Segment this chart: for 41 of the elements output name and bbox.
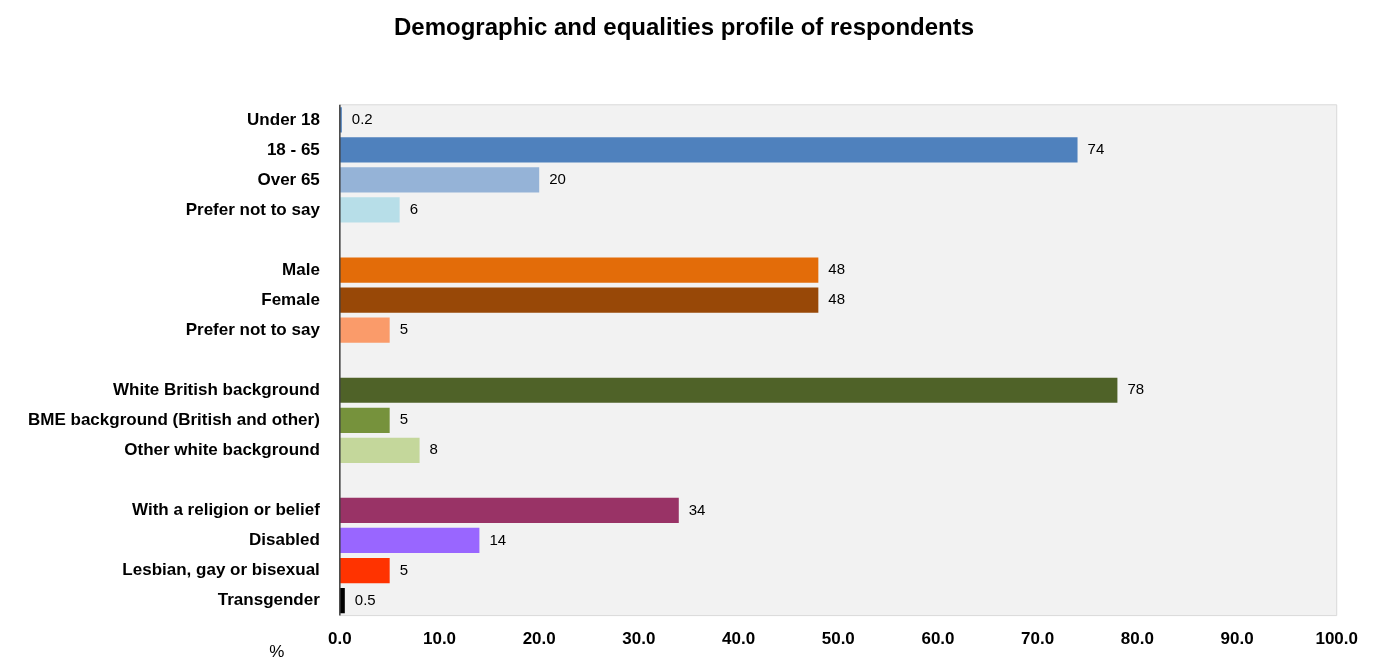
x-tick-label: 10.0 xyxy=(422,629,457,649)
y-tick-label: Over 65 xyxy=(257,169,320,189)
x-axis-title: % xyxy=(269,641,285,661)
x-tick-label: 30.0 xyxy=(622,629,656,649)
x-tick-label: 100.0 xyxy=(1315,629,1358,649)
y-tick-label: Lesbian, gay or bisexual xyxy=(122,560,320,580)
x-tick-label: 90.0 xyxy=(1220,629,1254,649)
y-tick-label: 18 - 65 xyxy=(266,139,320,159)
data-label: 48 xyxy=(828,290,846,308)
y-tick-label: Other white background xyxy=(124,440,320,460)
y-tick-label: Prefer not to say xyxy=(185,199,321,219)
x-tick-label: 70.0 xyxy=(1021,629,1055,649)
x-tick-label: 20.0 xyxy=(522,629,556,649)
data-label: 5 xyxy=(399,560,409,578)
data-label: 78 xyxy=(1127,380,1145,398)
data-label: 8 xyxy=(429,440,438,458)
y-tick-label: Under 18 xyxy=(247,109,320,129)
data-label: 14 xyxy=(489,530,507,548)
y-tick-label: Transgender xyxy=(217,590,321,610)
data-label: 0.5 xyxy=(354,590,376,608)
data-label: 6 xyxy=(409,200,418,218)
x-tick-label: 50.0 xyxy=(821,629,855,649)
x-tick-label: 0.0 xyxy=(328,629,352,649)
y-tick-label: White British background xyxy=(113,379,320,399)
x-tick-label: 60.0 xyxy=(921,629,955,649)
data-label: 20 xyxy=(549,170,566,188)
y-tick-label: Disabled xyxy=(248,530,320,550)
y-tick-label: Prefer not to say xyxy=(185,319,321,339)
data-label: 34 xyxy=(688,500,706,518)
y-tick-label: Male xyxy=(282,259,320,279)
x-tick-label: 80.0 xyxy=(1120,629,1154,649)
y-tick-label: Female xyxy=(261,289,320,309)
data-label: 74 xyxy=(1087,140,1105,158)
data-label: 5 xyxy=(399,410,409,428)
y-tick-label: With a religion or belief xyxy=(132,500,321,520)
y-tick-label: BME background (British and other) xyxy=(28,409,320,429)
x-tick-label: 40.0 xyxy=(722,629,756,649)
data-label: 5 xyxy=(399,320,409,338)
chart-title: Demographic and equalities profile of respondents xyxy=(393,13,975,41)
data-label: 48 xyxy=(828,260,846,278)
data-label: 0.2 xyxy=(351,109,373,127)
